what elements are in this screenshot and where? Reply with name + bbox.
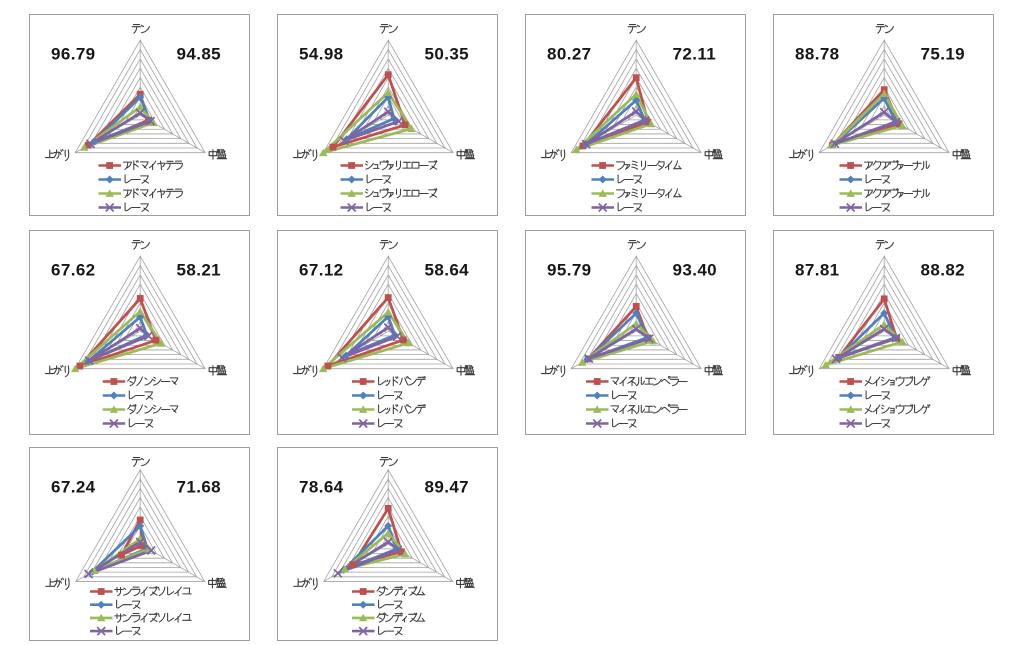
- svg-text:67.62: 67.62: [51, 261, 96, 280]
- svg-text:78.64: 78.64: [299, 478, 344, 497]
- svg-text:80.27: 80.27: [547, 45, 592, 64]
- svg-text:58.21: 58.21: [177, 261, 222, 280]
- svg-text:89.47: 89.47: [425, 478, 470, 497]
- svg-text:67.24: 67.24: [51, 478, 96, 497]
- svg-text:93.40: 93.40: [673, 261, 718, 280]
- svg-text:67.12: 67.12: [299, 261, 344, 280]
- svg-text:87.81: 87.81: [795, 261, 840, 280]
- svg-text:71.68: 71.68: [177, 478, 222, 497]
- svg-text:96.79: 96.79: [51, 45, 96, 64]
- svg-text:75.19: 75.19: [921, 45, 966, 64]
- svg-text:58.64: 58.64: [425, 261, 470, 280]
- svg-text:88.82: 88.82: [921, 261, 966, 280]
- svg-text:94.85: 94.85: [177, 45, 222, 64]
- svg-text:54.98: 54.98: [299, 45, 344, 64]
- svg-text:50.35: 50.35: [425, 45, 470, 64]
- svg-text:88.78: 88.78: [795, 45, 840, 64]
- svg-text:95.79: 95.79: [547, 261, 592, 280]
- svg-text:72.11: 72.11: [673, 45, 717, 64]
